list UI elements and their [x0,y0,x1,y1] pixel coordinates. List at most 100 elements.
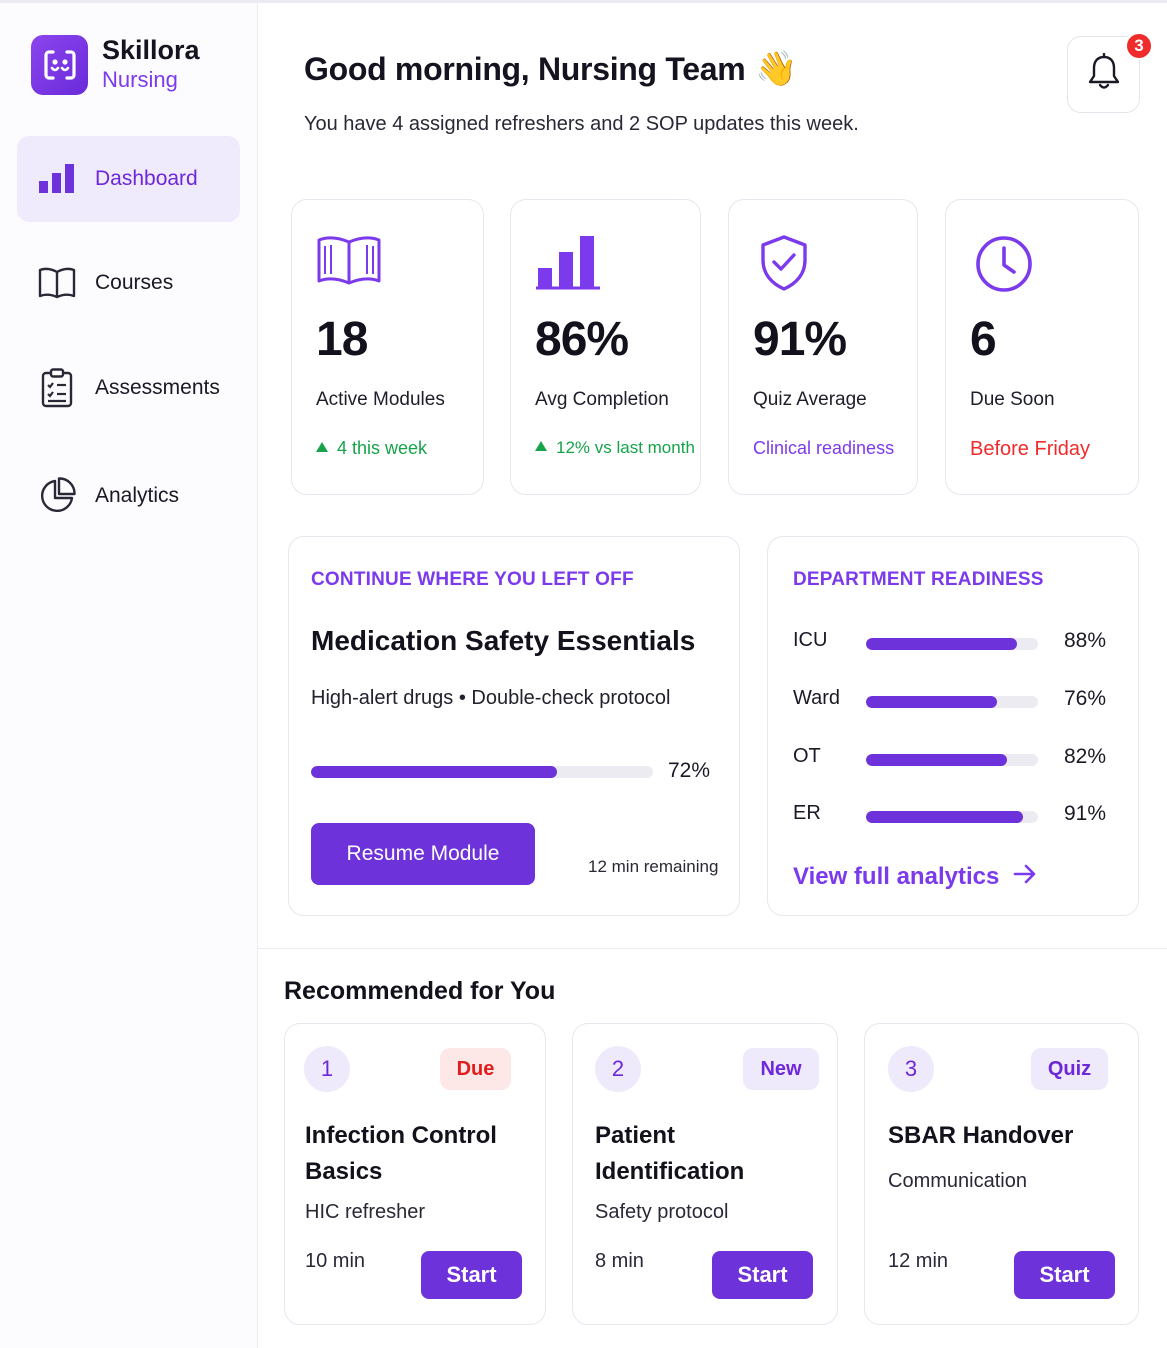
stat-note: 12% vs last month [556,438,695,457]
rec-duration: 8 min [595,1250,644,1272]
dept-name: ICU [793,629,828,651]
dept-progress-bar [866,696,1038,708]
rec-number: 3 [888,1046,934,1092]
dept-name: OT [793,745,821,767]
stat-value: 91% [753,313,847,366]
department-readiness-panel: DEPARTMENT READINESS ICU 88% Ward 76% OT 82% E… [767,536,1139,916]
stat-note: Clinical readiness [753,438,895,458]
rec-number: 1 [304,1046,350,1092]
sidebar-item-assessments[interactable]: Assessments [17,345,240,431]
book-open-icon [37,263,77,303]
bell-icon [1087,52,1121,96]
clock-icon [974,234,1034,299]
time-remaining: 12 min remaining [588,857,719,876]
stat-label: Avg Completion [535,389,669,410]
rec-title-line: Patient [595,1122,676,1149]
clipboard-list-icon [37,368,77,408]
dept-row-icu: ICU 88% [793,629,1113,659]
sidebar: Skillora Nursing Dashboard Courses Asses… [0,3,258,1348]
rec-title-line: Basics [305,1158,383,1185]
bar-chart-icon [535,234,601,295]
stat-value: 86% [535,313,629,366]
stat-label: Due Soon [970,389,1055,410]
rec-title-line: Infection Control [305,1122,497,1149]
rec-tag-quiz: Quiz [1031,1048,1108,1090]
stat-value: 6 [970,313,997,366]
view-full-analytics-link[interactable]: View full analytics [793,863,1037,891]
stat-label: Active Modules [316,389,445,410]
skillora-logo-icon [31,35,88,95]
recommended-card-1[interactable]: 1 Due Infection Control Basics HIC refre… [284,1023,546,1325]
rec-tag-new: New [743,1048,819,1090]
view-analytics-label: View full analytics [793,863,1000,890]
rec-title-line: Identification [595,1158,745,1185]
dept-row-ward: Ward 76% [793,687,1113,717]
dept-progress-bar [866,638,1038,650]
dept-pct: 91% [1064,802,1107,825]
course-meta: High-alert drugs • Double-check protocol [311,687,671,709]
start-button[interactable]: Start [421,1251,522,1299]
stat-note: Before Friday [970,438,1091,460]
rec-duration: 12 min [888,1250,949,1272]
dept-progress-bar [866,811,1038,823]
pie-chart-icon [37,476,77,516]
bar-chart-icon [37,159,77,199]
sidebar-item-analytics[interactable]: Analytics [17,453,240,539]
rec-title: Patient Identification [595,1118,744,1190]
sidebar-item-label: Assessments [95,376,220,399]
brand-name: Skillora [102,35,200,65]
start-button[interactable]: Start [712,1251,813,1299]
continue-panel: CONTINUE WHERE YOU LEFT OFF Medication S… [288,536,740,916]
start-button[interactable]: Start [1014,1251,1115,1299]
section-divider [258,948,1167,949]
readiness-heading: DEPARTMENT READINESS [793,569,1044,590]
course-title: Medication Safety Essentials [311,625,696,656]
brand-subtitle: Nursing [102,67,178,92]
sidebar-item-label: Analytics [95,484,180,507]
dept-progress-fill [866,811,1023,823]
recommended-card-2[interactable]: 2 New Patient Identification Safety prot… [572,1023,838,1325]
dept-row-ot: OT 82% [793,745,1113,775]
dept-pct: 82% [1064,745,1107,768]
rec-title: SBAR Handover [888,1118,1073,1154]
dept-progress-fill [866,754,1008,766]
stat-trend: 4 this week [316,438,427,459]
continue-heading: CONTINUE WHERE YOU LEFT OFF [311,569,634,590]
book-open-icon [316,234,382,291]
dept-progress-fill [866,638,1018,650]
stat-card-due-soon: 6 Due Soon Before Friday [945,199,1139,495]
sidebar-item-courses[interactable]: Courses [17,240,240,326]
brand[interactable]: Skillora Nursing [31,35,200,95]
course-progress-pct: 72% [668,759,711,782]
sidebar-item-label: Courses [95,271,174,294]
dept-row-er: ER 91% [793,802,1113,832]
stat-card-avg-completion: 86% Avg Completion 12% vs last month [510,199,701,495]
rec-title-line: SBAR Handover [888,1122,1074,1149]
rec-number: 2 [595,1046,641,1092]
recommended-card-3[interactable]: 3 Quiz SBAR Handover Communication 12 mi… [864,1023,1139,1325]
page-title: Good morning, Nursing Team 👋 [304,49,798,89]
stat-card-quiz-average: 91% Quiz Average Clinical readiness [728,199,918,495]
sidebar-item-label: Dashboard [95,167,198,190]
rec-tag-due: Due [440,1048,511,1090]
rec-subtitle: Safety protocol [595,1201,729,1223]
rec-title: Infection Control Basics [305,1118,497,1190]
course-progress-bar [311,766,653,778]
notifications-button[interactable]: 3 [1067,32,1153,113]
resume-module-button[interactable]: Resume Module [311,823,535,885]
dept-name: Ward [793,687,841,709]
dept-pct: 88% [1064,629,1107,652]
sidebar-item-dashboard[interactable]: Dashboard [17,136,240,222]
wave-emoji: 👋 [755,50,798,88]
dept-name: ER [793,802,821,824]
stat-card-active-modules: 18 Active Modules 4 this week [291,199,484,495]
trend-up-icon [316,442,328,452]
stat-note: 4 this week [337,438,428,458]
stat-label: Quiz Average [753,389,867,410]
stat-trend: 12% vs last month [535,438,695,458]
rec-subtitle: Communication [888,1170,1027,1192]
rec-subtitle: HIC refresher [305,1201,426,1223]
page-subtitle: You have 4 assigned refreshers and 2 SOP… [304,113,859,135]
greeting-text: Good morning, Nursing Team [304,50,746,87]
